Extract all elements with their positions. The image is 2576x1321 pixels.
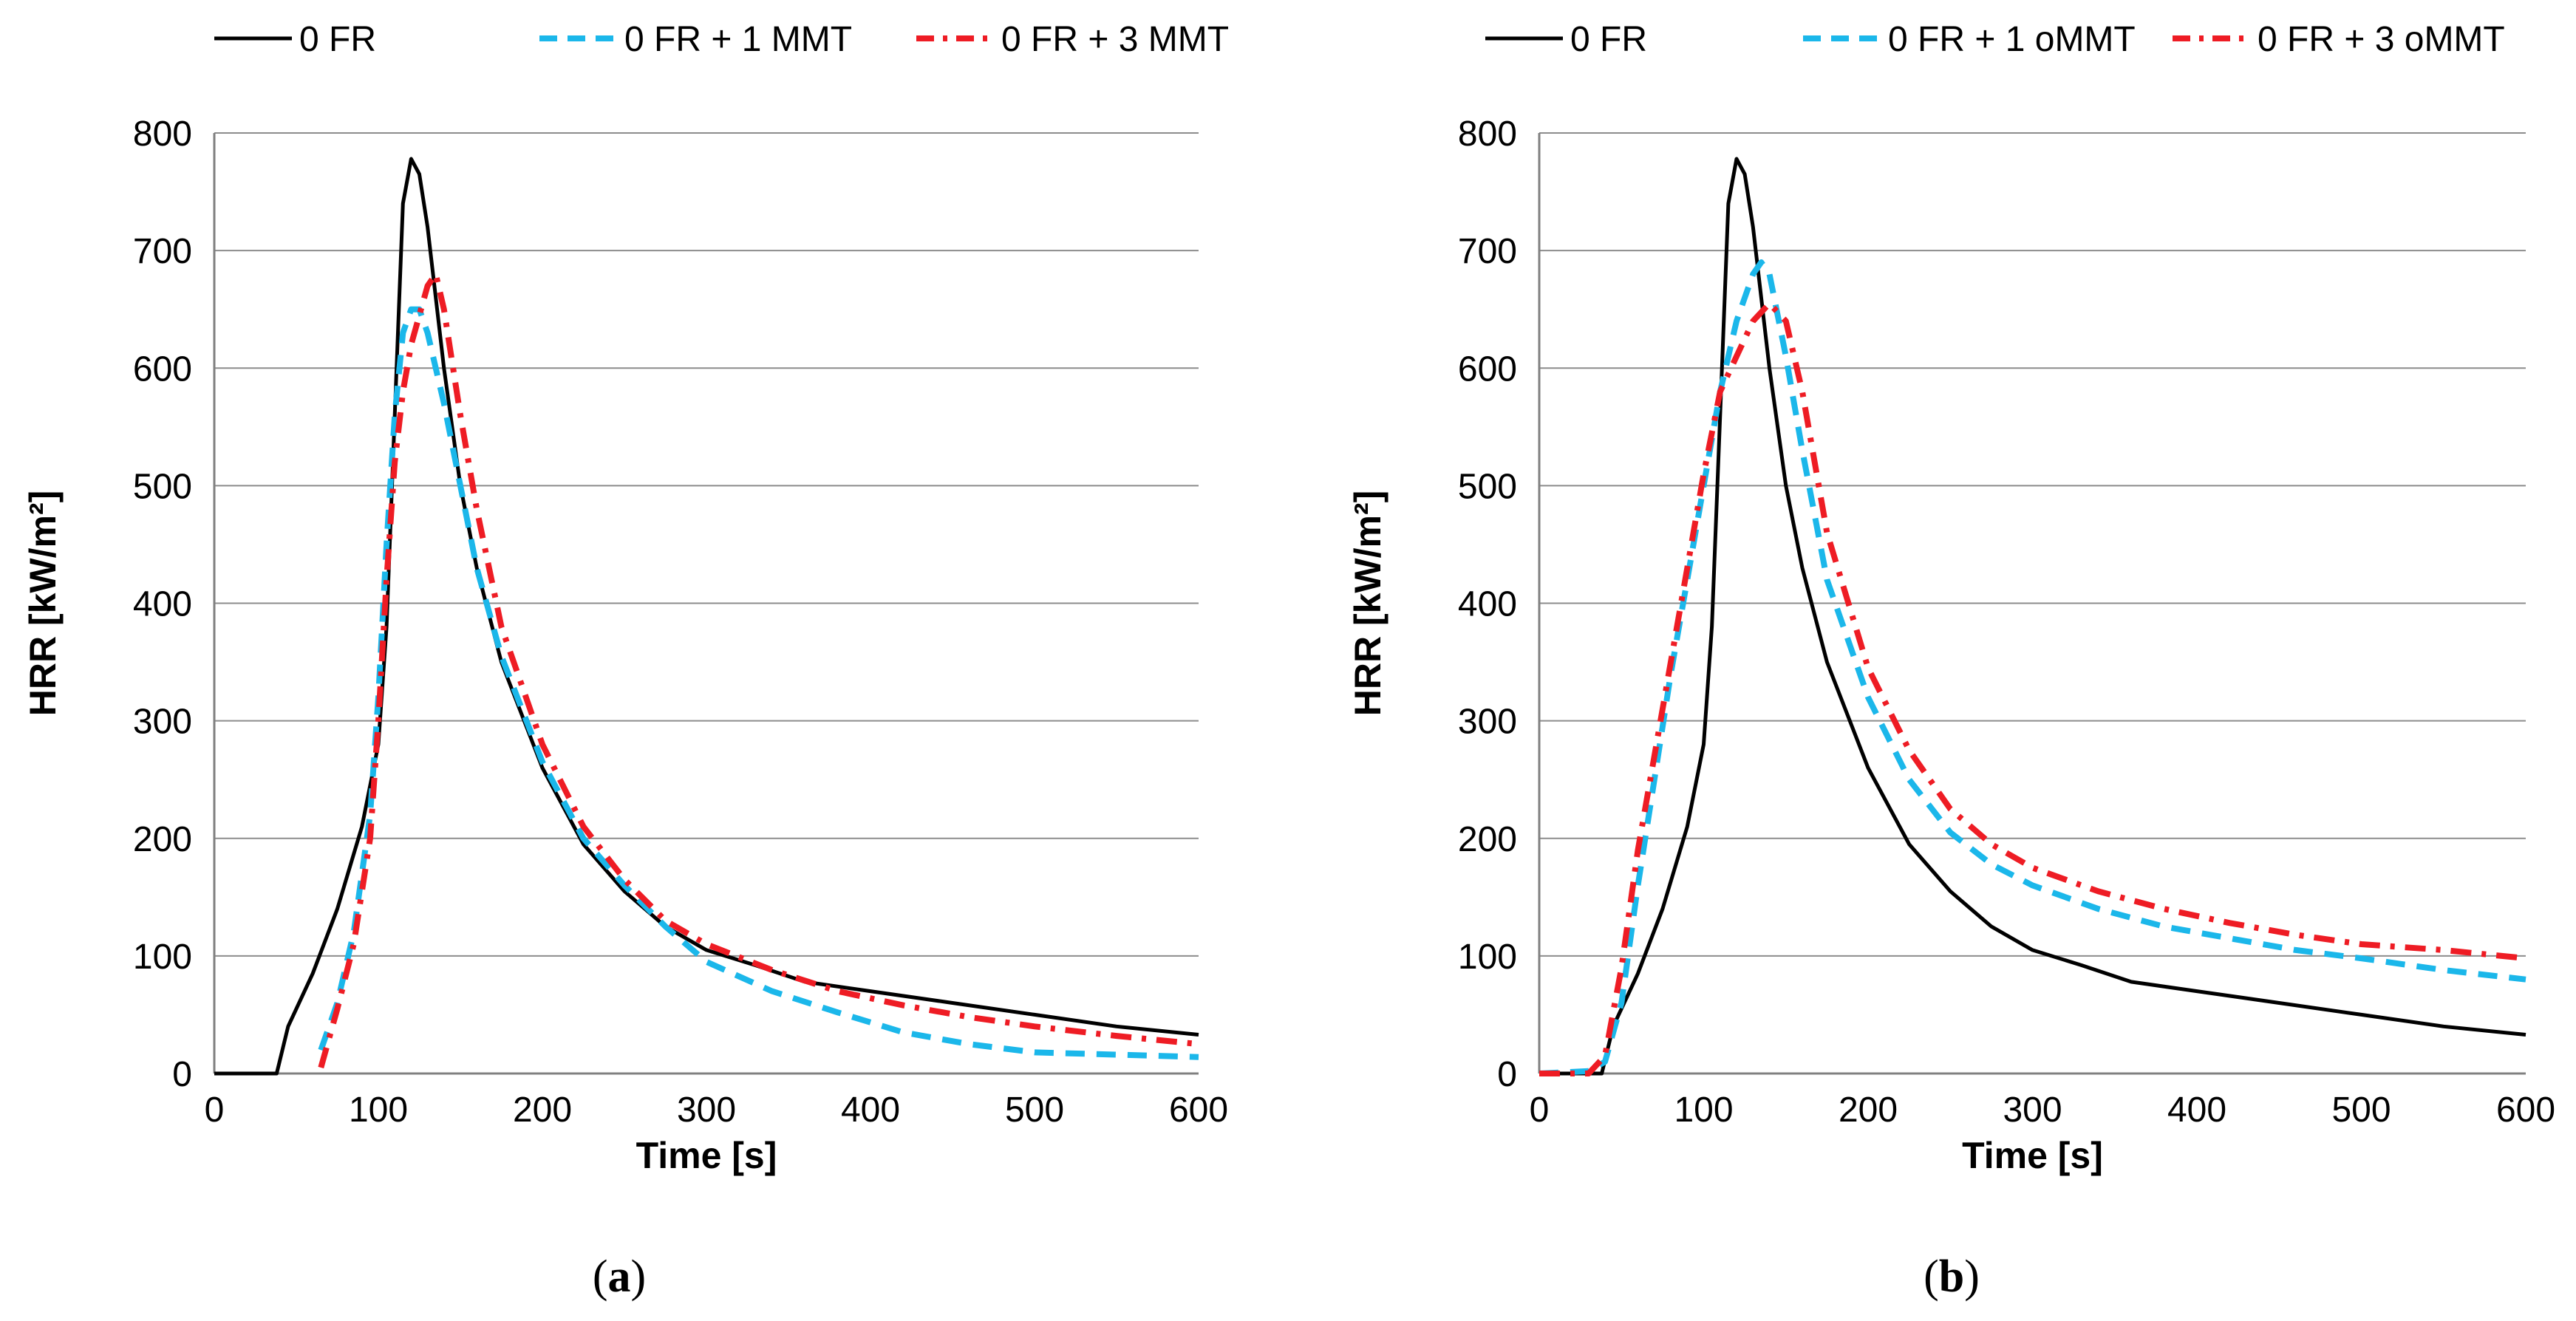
y-axis-title: HRR [kW/m²] xyxy=(22,491,64,717)
caption-panel-a: (a) xyxy=(593,1252,646,1302)
y-tick-label: 300 xyxy=(1458,703,1517,742)
y-tick-label: 600 xyxy=(133,349,192,389)
y-tick-label: 0 xyxy=(1497,1055,1517,1094)
series-line-3 xyxy=(1539,300,2526,1076)
chart-panel-a: 0 100 200 300 400 500 600 700 800 0 100 200 300 400 50… xyxy=(22,20,1229,1176)
legend-label: 0 FR + 3 oMMT xyxy=(2258,20,2505,59)
y-tick-label: 200 xyxy=(1458,820,1517,859)
legend-label: 0 FR xyxy=(299,20,376,59)
x-tick-label: 0 xyxy=(1530,1090,1550,1130)
series-line-3 xyxy=(318,271,1199,1069)
x-tick-label: 300 xyxy=(2003,1090,2062,1130)
y-tick-label: 200 xyxy=(133,820,192,859)
series-line-1 xyxy=(1539,157,2526,1076)
x-tick-label: 400 xyxy=(841,1090,900,1130)
chart-panel-b: 0 100 200 300 400 500 600 700 800 0 100 200 300 400 50… xyxy=(1347,20,2555,1176)
x-axis-title: Time [s] xyxy=(636,1135,777,1176)
series-line-2 xyxy=(1539,259,2526,1076)
y-tick-label: 700 xyxy=(133,232,192,271)
legend-label: 0 FR xyxy=(1570,20,1647,59)
x-tick-label: 500 xyxy=(2331,1090,2391,1130)
y-tick-label: 100 xyxy=(1458,938,1517,977)
y-tick-label: 0 xyxy=(172,1055,192,1094)
x-tick-label: 600 xyxy=(2496,1090,2555,1130)
series-line-1 xyxy=(214,157,1199,1076)
x-tick-label: 200 xyxy=(513,1090,572,1130)
y-tick-label: 400 xyxy=(133,585,192,624)
y-tick-label: 700 xyxy=(1458,232,1517,271)
x-tick-label: 100 xyxy=(349,1090,408,1130)
y-tick-label: 500 xyxy=(133,467,192,506)
x-tick-label: 200 xyxy=(1839,1090,1898,1130)
x-tick-label: 600 xyxy=(1169,1090,1228,1130)
x-tick-label: 400 xyxy=(2167,1090,2226,1130)
y-axis-title: HRR [kW/m²] xyxy=(1347,491,1388,717)
caption-panel-b: (b) xyxy=(1924,1252,1980,1302)
x-axis-title: Time [s] xyxy=(1962,1135,2103,1176)
legend-label: 0 FR + 1 oMMT xyxy=(1888,20,2136,59)
y-tick-label: 600 xyxy=(1458,349,1517,389)
y-tick-label: 300 xyxy=(133,703,192,742)
y-tick-label: 800 xyxy=(1458,115,1517,154)
x-tick-label: 100 xyxy=(1674,1090,1733,1130)
legend-label: 0 FR + 3 MMT xyxy=(1001,20,1229,59)
y-tick-label: 400 xyxy=(1458,585,1517,624)
x-tick-label: 0 xyxy=(205,1090,225,1130)
y-tick-label: 800 xyxy=(133,115,192,154)
x-tick-label: 500 xyxy=(1005,1090,1064,1130)
x-tick-label: 300 xyxy=(677,1090,736,1130)
y-tick-label: 500 xyxy=(1458,467,1517,506)
y-tick-label: 100 xyxy=(133,938,192,977)
legend-label: 0 FR + 1 MMT xyxy=(624,20,852,59)
